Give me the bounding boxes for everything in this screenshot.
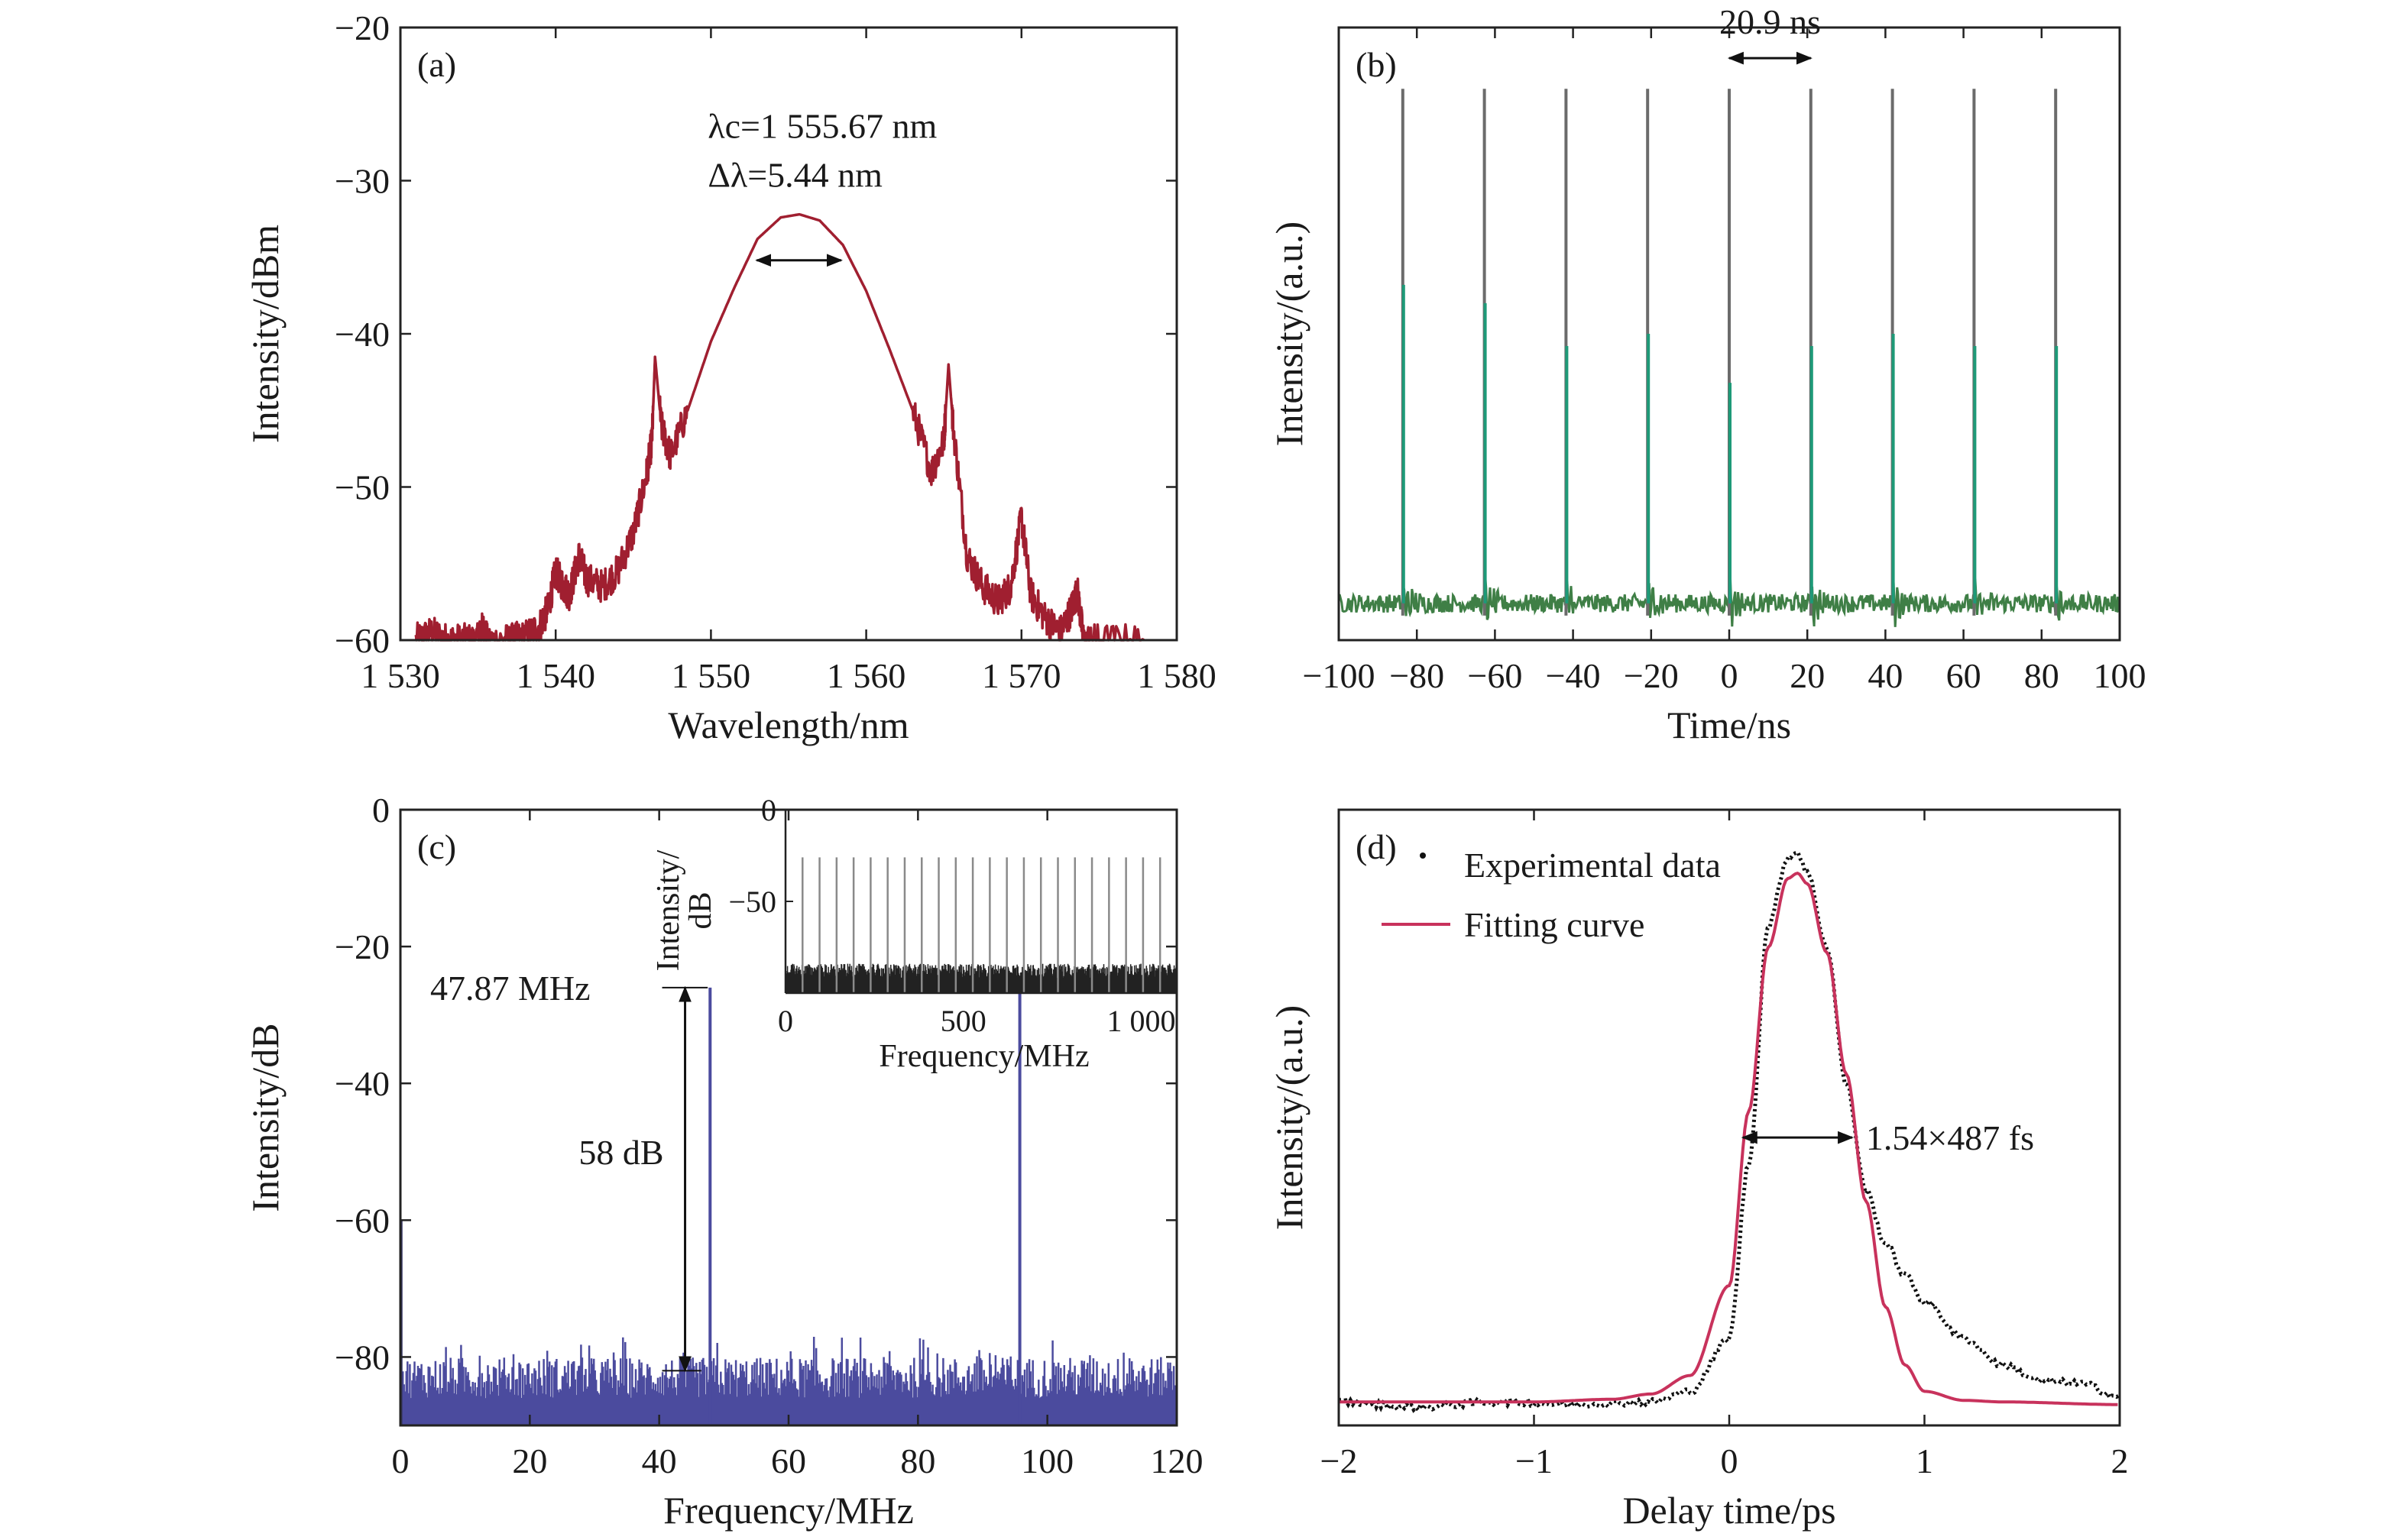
inset-xtick-label: 500 xyxy=(941,1004,986,1038)
panel-d-y-axis-label: Intensity/(a.u.) xyxy=(1268,1005,1310,1230)
spectrum-line xyxy=(414,212,1145,642)
panel-d-xtick-label: 0 xyxy=(1721,1441,1738,1480)
legend-marker-experimental xyxy=(1420,852,1426,859)
panel-c-xtick-label: 60 xyxy=(771,1441,806,1480)
panel-c-ytick-label: −40 xyxy=(335,1064,390,1103)
panel-b-xtick-label: −40 xyxy=(1546,656,1601,695)
bandwidth-annotation: Δλ=5.44 nm xyxy=(708,156,883,195)
panel-c-y-axis-label: Intensity/dB xyxy=(244,1023,287,1212)
panel-d-x-axis-label: Delay time/ps xyxy=(1622,1489,1835,1532)
panel-b-xtick-label: −80 xyxy=(1389,656,1444,695)
panel-b: −100 −80 −60 −40 −20 0 20 40 60 80 100 Time/ns Inten… xyxy=(1268,2,2146,746)
inset-y-axis-label-2: dB xyxy=(683,891,718,929)
panel-c-xtick-label: 100 xyxy=(1021,1441,1074,1480)
panel-c: 0 20 40 60 80 100 120 0 −20 −40 −60 −80 Frequency/MH… xyxy=(244,791,1204,1532)
panel-a: 1 530 1 540 1 550 1 560 1 570 1 580 −60 −50 −40 −… xyxy=(244,8,1216,746)
panel-c-panel-label: (c) xyxy=(417,827,456,866)
inset-x-axis-label: Frequency/MHz xyxy=(879,1039,1089,1074)
fwhm-annotation: 1.54×487 fs xyxy=(1866,1118,2034,1157)
panel-a-xtick-label: 1 540 xyxy=(516,656,595,695)
inset-chart: 0 500 1 000 0 −50 Frequency/MHz Intensity/dB xyxy=(651,793,1178,1074)
panel-d-xtick-label: 2 xyxy=(2111,1441,2129,1480)
period-annotation: 20.9 ns xyxy=(1719,2,1821,41)
panel-b-xtick-label: −100 xyxy=(1303,656,1375,695)
panel-b-y-axis-label: Intensity/(a.u.) xyxy=(1268,222,1310,446)
panel-d-xtick-label: −2 xyxy=(1320,1441,1358,1480)
panel-b-panel-label: (b) xyxy=(1356,45,1397,84)
panel-a-xtick-label: 1 530 xyxy=(361,656,440,695)
panel-b-xtick-label: −20 xyxy=(1624,656,1679,695)
panel-c-ytick-label: −20 xyxy=(335,927,390,966)
panel-b-xtick-label: 40 xyxy=(1868,656,1903,695)
panel-a-ytick-label: −50 xyxy=(335,468,390,507)
fundamental-annotation: 47.87 MHz xyxy=(430,969,591,1008)
inset-xtick-label: 1 000 xyxy=(1106,1004,1175,1038)
panel-c-ytick-label: 0 xyxy=(372,791,390,830)
panel-a-xtick-label: 1 580 xyxy=(1137,656,1216,695)
panel-c-xtick-label: 20 xyxy=(512,1441,547,1480)
panel-a-ytick-label: −20 xyxy=(335,8,390,47)
panel-b-xtick-label: −60 xyxy=(1467,656,1522,695)
panel-b-xtick-label: 80 xyxy=(2024,656,2059,695)
panel-a-xtick-label: 1 560 xyxy=(827,656,906,695)
panel-c-x-axis-label: Frequency/MHz xyxy=(663,1489,914,1532)
panel-c-ytick-label: −60 xyxy=(335,1201,390,1240)
rf-noise-floor xyxy=(400,1337,1178,1425)
snr-annotation: 58 dB xyxy=(578,1133,663,1172)
panel-c-xtick-label: 80 xyxy=(900,1441,935,1480)
center-wavelength-annotation: λc=1 555.67 nm xyxy=(708,106,937,145)
panel-b-xtick-label: 0 xyxy=(1721,656,1738,695)
panel-c-xtick-label: 0 xyxy=(392,1441,410,1480)
legend: Experimental data Fitting curve xyxy=(1382,846,1721,944)
panel-a-panel-label: (a) xyxy=(417,45,456,84)
panel-a-x-axis-label: Wavelength/nm xyxy=(668,704,909,746)
panel-b-xtick-label: 60 xyxy=(1946,656,1981,695)
panel-a-xtick-label: 1 550 xyxy=(672,656,751,695)
fitting-curve-series xyxy=(1339,871,2118,1406)
panel-b-xtick-label: 100 xyxy=(2094,656,2146,695)
legend-label-fitting: Fitting curve xyxy=(1464,905,1644,944)
experimental-data-series xyxy=(1338,849,2120,1414)
inset-noise-floor xyxy=(786,963,1178,993)
panel-b-x-axis-label: Time/ns xyxy=(1667,704,1791,746)
panel-d-xtick-label: −1 xyxy=(1515,1441,1553,1480)
panel-a-y-axis-label: Intensity/dBm xyxy=(244,225,287,443)
inset-ytick-label: −50 xyxy=(728,885,776,919)
panel-d-xtick-label: 1 xyxy=(1916,1441,1933,1480)
panel-a-ytick-label: −30 xyxy=(335,162,390,201)
panel-a-ytick-label: −40 xyxy=(335,315,390,354)
inset-y-axis-label-1: Intensity/ xyxy=(651,849,686,971)
panel-a-xtick-label: 1 570 xyxy=(982,656,1061,695)
legend-label-experimental: Experimental data xyxy=(1464,846,1721,885)
inset-xtick-label: 0 xyxy=(778,1004,793,1038)
inset-ytick-label: 0 xyxy=(761,793,776,827)
panel-b-xtick-label: 20 xyxy=(1790,656,1825,695)
panel-a-ytick-label: −60 xyxy=(335,621,390,660)
panel-c-ytick-label: −80 xyxy=(335,1338,390,1377)
panel-c-xtick-label: 40 xyxy=(642,1441,677,1480)
panel-c-xtick-label: 120 xyxy=(1151,1441,1204,1480)
spectrum-series xyxy=(414,212,1145,642)
panel-d-panel-label: (d) xyxy=(1356,827,1397,866)
